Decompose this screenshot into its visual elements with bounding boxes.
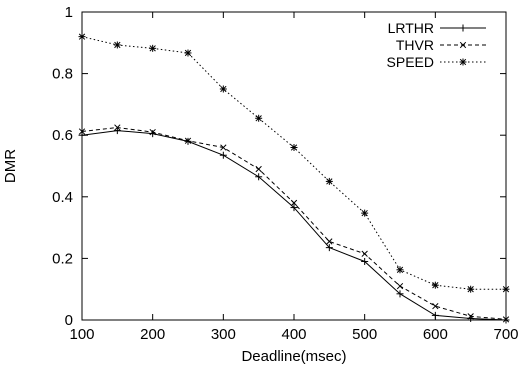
marker-stroke bbox=[396, 266, 404, 273]
data-point bbox=[431, 281, 439, 289]
data-point bbox=[149, 130, 157, 138]
data-point bbox=[502, 285, 510, 293]
y-tick-label: 0.6 bbox=[52, 127, 73, 144]
marker-stroke bbox=[326, 238, 333, 245]
data-point bbox=[78, 128, 86, 135]
data-point bbox=[219, 85, 227, 93]
marker-stroke bbox=[290, 144, 298, 151]
x-tick-label: 400 bbox=[281, 326, 306, 343]
data-point bbox=[396, 282, 404, 290]
data-point bbox=[290, 199, 298, 207]
data-point bbox=[255, 165, 262, 173]
marker-stroke bbox=[432, 282, 439, 289]
y-tick-label: 0.4 bbox=[52, 189, 73, 206]
data-point bbox=[361, 250, 368, 257]
marker-stroke bbox=[220, 144, 227, 151]
marker-stroke bbox=[255, 165, 262, 173]
marker-stroke bbox=[255, 115, 262, 122]
axis-ticks: 100 200 300 400 500 600 700 0 0.2 0.4 0.6 0.8 1 bbox=[52, 4, 518, 343]
y-tick-label: 1 bbox=[65, 4, 73, 21]
data-point bbox=[361, 209, 369, 217]
data-point bbox=[502, 316, 510, 323]
data-point bbox=[113, 41, 121, 49]
marker-stroke bbox=[432, 302, 439, 310]
y-tick-label: 0.2 bbox=[52, 250, 73, 267]
data-point bbox=[467, 285, 475, 293]
y-tick-label: 0.8 bbox=[52, 66, 73, 83]
data-point bbox=[459, 41, 467, 49]
data-point bbox=[113, 127, 121, 135]
marker-stroke bbox=[114, 41, 121, 49]
data-point bbox=[396, 290, 404, 298]
data-point bbox=[184, 137, 192, 144]
x-axis-label: Deadline(msec) bbox=[241, 348, 346, 365]
marker-stroke bbox=[502, 316, 510, 323]
series-line-lrthr bbox=[81, 130, 507, 321]
marker-stroke bbox=[149, 128, 156, 136]
x-tick-label: 100 bbox=[69, 326, 94, 343]
data-point bbox=[255, 173, 263, 181]
marker-stroke bbox=[184, 49, 192, 57]
series-line-speed bbox=[81, 36, 506, 290]
series-group bbox=[78, 33, 510, 324]
data-point bbox=[459, 58, 467, 66]
data-point bbox=[459, 24, 467, 32]
x-tick-label: 700 bbox=[493, 326, 518, 343]
data-point bbox=[290, 204, 298, 212]
marker-stroke bbox=[290, 199, 298, 207]
data-point bbox=[396, 266, 404, 274]
data-point bbox=[149, 44, 157, 52]
data-point bbox=[219, 151, 227, 159]
legend-label-thvr: THVR bbox=[396, 37, 434, 53]
plot-frame bbox=[81, 11, 507, 321]
legend-label-speed: SPEED bbox=[387, 54, 434, 70]
data-point bbox=[78, 33, 86, 41]
marker-stroke bbox=[467, 286, 474, 293]
marker-stroke bbox=[396, 282, 404, 290]
marker-stroke bbox=[502, 286, 510, 293]
x-tick-label: 600 bbox=[423, 326, 448, 343]
marker-stroke bbox=[220, 85, 227, 93]
data-point bbox=[361, 257, 369, 265]
marker-stroke bbox=[114, 124, 121, 131]
data-point bbox=[184, 49, 192, 57]
legend-label-lrthr: LRTHR bbox=[388, 20, 434, 36]
data-point bbox=[149, 128, 156, 136]
data-point bbox=[326, 238, 333, 245]
marker-stroke bbox=[459, 41, 467, 49]
marker-stroke bbox=[361, 250, 368, 257]
marker-stroke bbox=[78, 33, 86, 40]
data-point bbox=[78, 131, 86, 139]
x-tick-label: 500 bbox=[352, 326, 377, 343]
data-point bbox=[431, 311, 439, 319]
y-axis-label: DMR bbox=[2, 149, 19, 183]
data-point bbox=[432, 302, 439, 310]
data-point bbox=[467, 313, 474, 320]
series-line-thvr bbox=[81, 126, 507, 320]
data-point bbox=[290, 144, 298, 152]
x-tick-label: 300 bbox=[211, 326, 236, 343]
x-tick-label: 200 bbox=[140, 326, 165, 343]
data-point bbox=[220, 144, 227, 151]
data-point bbox=[325, 177, 333, 185]
marker-stroke bbox=[459, 58, 467, 66]
marker-stroke bbox=[149, 45, 156, 52]
data-point bbox=[255, 114, 263, 122]
marker-stroke bbox=[361, 209, 368, 217]
marker-stroke bbox=[78, 128, 86, 135]
marker-stroke bbox=[326, 178, 333, 185]
y-tick-label: 0 bbox=[65, 312, 73, 329]
marker-stroke bbox=[184, 137, 192, 144]
data-point bbox=[325, 244, 333, 252]
marker-stroke bbox=[467, 313, 474, 320]
data-point bbox=[114, 124, 121, 131]
